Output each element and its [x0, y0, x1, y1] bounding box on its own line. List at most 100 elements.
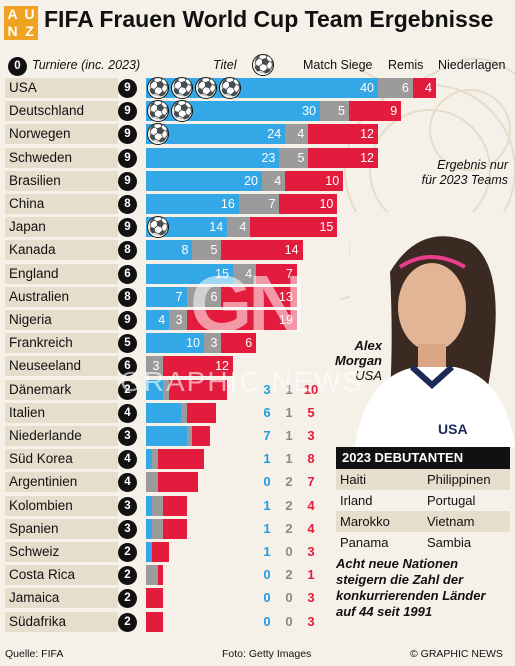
- data-label: 4: [307, 521, 315, 536]
- tournament-count: 4: [118, 403, 137, 423]
- title-ball-icon: ⚽: [147, 100, 170, 122]
- tournament-count: 8: [118, 194, 137, 214]
- row-label: Frankreich: [5, 333, 118, 353]
- title-ball-icon: ⚽: [171, 100, 194, 122]
- row-label: Süd Korea: [5, 449, 118, 469]
- row-label: England: [5, 264, 118, 284]
- bar-segment: 13: [221, 287, 297, 307]
- bar-segment: [146, 472, 158, 492]
- tournament-count: 9: [118, 310, 137, 330]
- row-label: Jamaica: [5, 588, 118, 608]
- bar-segment: [146, 426, 187, 446]
- bar-segment: 10: [146, 333, 204, 353]
- bar-segment: [157, 472, 199, 492]
- bar-segment: 15: [250, 217, 338, 237]
- tournament-count: 9: [118, 78, 137, 98]
- bar-segment: [163, 519, 187, 539]
- tournament-count: 2: [118, 380, 137, 400]
- bar-segment: 15: [146, 264, 233, 284]
- row-label: USA: [5, 78, 118, 98]
- title-ball-icon: ⚽: [147, 123, 170, 145]
- data-label: 3: [307, 428, 315, 443]
- data-label: 1: [285, 428, 293, 443]
- data-label: 8: [307, 451, 315, 466]
- player-country: USA: [355, 368, 382, 383]
- title-ball-icon: ⚽: [219, 77, 242, 99]
- bar-segment: 9: [349, 101, 402, 121]
- tournament-count: 5: [118, 333, 137, 353]
- tournament-count: 9: [118, 148, 137, 168]
- data-label: 2: [285, 498, 293, 513]
- bar-segment: [146, 565, 158, 585]
- legend-draws: Remis: [388, 58, 424, 72]
- data-label: 3: [307, 544, 315, 559]
- data-label: 2: [285, 521, 293, 536]
- bar-segment: 3: [204, 333, 222, 353]
- data-label: 1: [307, 567, 315, 582]
- bar-segment: [186, 426, 193, 446]
- tournament-count: 3: [118, 519, 137, 539]
- row-label: Spanien: [5, 519, 118, 539]
- copyright: © GRAPHIC NEWS: [410, 648, 503, 660]
- bar-segment: 8: [146, 240, 193, 260]
- bar-segment: 7: [146, 287, 187, 307]
- data-label: 0: [285, 590, 293, 605]
- bar-segment: 19: [186, 310, 297, 330]
- debutant-country: Panama: [336, 532, 423, 553]
- bar-segment: [163, 496, 187, 516]
- row-label: Neuseeland: [5, 356, 118, 376]
- row-label: Costa Rica: [5, 565, 118, 585]
- bar-segment: [157, 449, 204, 469]
- tournament-count: 3: [118, 426, 137, 446]
- bar-segment: [180, 403, 187, 423]
- bar-segment: [146, 612, 164, 632]
- title-ball-icon: ⚽: [147, 77, 170, 99]
- data-label: 0: [263, 567, 271, 582]
- tournament-count: 2: [118, 542, 137, 562]
- bar-segment: [157, 565, 164, 585]
- bar-segment: 4: [285, 124, 309, 144]
- data-label: 1: [285, 405, 293, 420]
- player-photo: USA: [350, 212, 515, 447]
- bar-segment: 4: [233, 264, 257, 284]
- data-label: 0: [263, 474, 271, 489]
- bar-segment: [186, 403, 216, 423]
- legend-ball-icon: ⚽: [252, 54, 275, 76]
- tournament-count: 6: [118, 356, 137, 376]
- tournament-count: 9: [118, 217, 137, 237]
- data-label: 3: [307, 614, 315, 629]
- debutant-country: Sambia: [423, 532, 510, 553]
- tournament-count: 4: [118, 449, 137, 469]
- bar-segment: 7: [256, 264, 297, 284]
- bar-segment: 10: [285, 171, 344, 191]
- row-label: Deutschland: [5, 101, 118, 121]
- bar-segment: 5: [192, 240, 222, 260]
- debutant-country: Marokko: [336, 511, 423, 532]
- tournament-count: 9: [118, 124, 137, 144]
- legend-losses: Niederlagen: [438, 58, 506, 72]
- bar-segment: [146, 449, 152, 469]
- bar-segment: 4: [262, 171, 286, 191]
- note-2023-teams: Ergebnis nur für 2023 Teams: [421, 158, 508, 187]
- debutant-country: Irland: [336, 490, 423, 511]
- bar-segment: 5: [320, 101, 349, 121]
- bar-segment: 12: [163, 356, 233, 376]
- tournament-count: 3: [118, 496, 137, 516]
- tournament-count: 8: [118, 240, 137, 260]
- data-label: 1: [263, 451, 271, 466]
- bar-segment: 12: [308, 148, 378, 168]
- bar-segment: [192, 426, 210, 446]
- bar-segment: 6: [378, 78, 413, 98]
- watermark-logo: GN: [190, 259, 306, 348]
- row-label: Kolombien: [5, 496, 118, 516]
- data-label: 1: [263, 544, 271, 559]
- debutants-note: Acht neue Nationen steigern die Zahl der…: [336, 556, 486, 619]
- tournament-count: 2: [118, 588, 137, 608]
- bar-segment: 4: [146, 310, 170, 330]
- bar-segment: 20: [146, 171, 262, 191]
- bar-segment: 3: [146, 356, 164, 376]
- publisher-logo: A U N Z: [4, 6, 38, 40]
- row-label: China: [5, 194, 118, 214]
- row-label: Japan: [5, 217, 118, 237]
- debutant-country: Vietnam: [423, 511, 510, 532]
